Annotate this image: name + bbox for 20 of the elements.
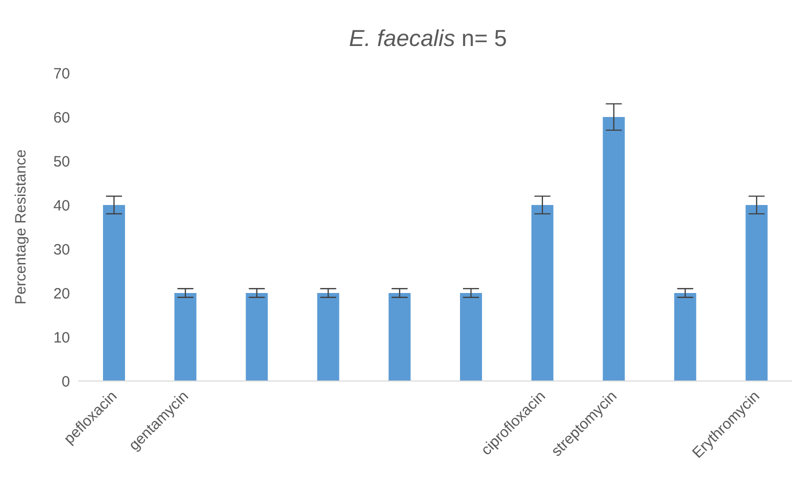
bar bbox=[746, 205, 768, 381]
y-tick-label: 20 bbox=[53, 285, 70, 302]
y-tick-label: 70 bbox=[53, 65, 70, 82]
bar bbox=[460, 293, 482, 381]
y-tick-label: 60 bbox=[53, 109, 70, 126]
bar bbox=[246, 293, 268, 381]
bar bbox=[174, 293, 196, 381]
y-tick-label: 30 bbox=[53, 241, 70, 258]
y-tick-label: 50 bbox=[53, 153, 70, 170]
y-tick-label: 0 bbox=[62, 373, 70, 390]
bar bbox=[103, 205, 125, 381]
y-tick-label: 10 bbox=[53, 329, 70, 346]
y-axis-title: Percentage Resistance bbox=[12, 149, 30, 305]
y-tick-label: 40 bbox=[53, 197, 70, 214]
bar bbox=[674, 293, 696, 381]
chart-title: E. faecalis n= 5 bbox=[349, 25, 507, 51]
bar bbox=[317, 293, 340, 381]
bar bbox=[388, 293, 411, 381]
bar bbox=[602, 117, 625, 381]
bar bbox=[531, 205, 554, 381]
